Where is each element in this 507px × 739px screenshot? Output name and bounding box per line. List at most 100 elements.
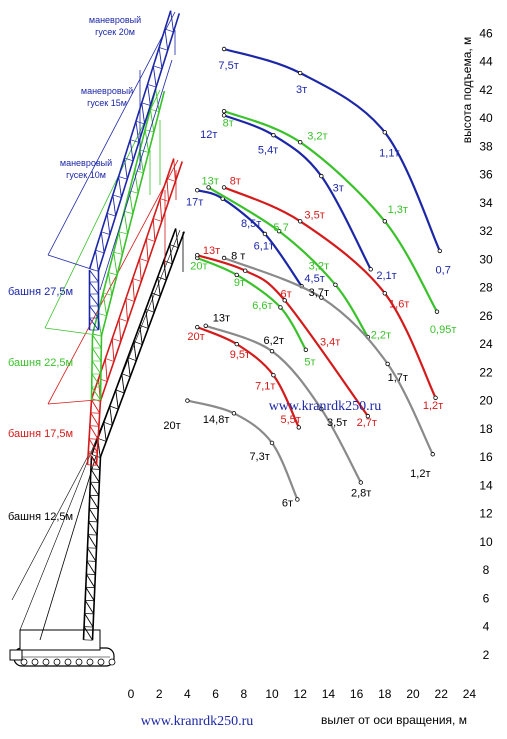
gusek-20-label-1: маневровый (89, 15, 141, 25)
curve-point (319, 295, 324, 300)
x-axis-ticks: 0 2 4 6 8 10 12 14 16 18 20 22 24 (128, 687, 477, 701)
load-label: 1,6т (389, 298, 409, 310)
y-axis-label: высота подъема, м (460, 37, 474, 144)
curve-point (206, 185, 211, 190)
curve-point (231, 411, 237, 416)
load-label: 2,1т (376, 270, 396, 282)
load-curve (205, 324, 362, 484)
curve-point (282, 298, 287, 303)
load-curve (223, 47, 441, 252)
curve-point (269, 440, 275, 446)
x-tick-label: 2 (156, 687, 163, 701)
load-label: 6,6т (252, 300, 272, 312)
x-tick-label: 24 (463, 687, 477, 701)
y-tick-label: 22 (479, 365, 493, 379)
y-tick-label: 26 (479, 309, 493, 323)
watermark-center: www.kranrdk250.ru (269, 399, 382, 414)
watermark-bottom: www.kranrdk250.ru (141, 714, 254, 729)
x-axis-label: вылет от оси вращения, м (321, 713, 467, 727)
load-label: 3,7т (309, 287, 329, 299)
y-tick-label: 36 (479, 168, 493, 182)
curve-point (221, 108, 227, 114)
curve-point (195, 188, 200, 193)
load-label: 6,1т (254, 241, 274, 253)
y-tick-label: 44 (479, 55, 493, 69)
curve-point (221, 255, 227, 261)
y-tick-label: 2 (483, 648, 490, 662)
load-label: 7,1т (255, 380, 275, 392)
load-label: 8 т (231, 250, 245, 262)
load-label: 6т (280, 289, 291, 301)
load-curves (185, 46, 442, 502)
load-curve (196, 256, 307, 351)
curve-point (382, 130, 387, 135)
tower-12-5-label: башня 12,5м (8, 511, 73, 523)
load-curve (196, 326, 300, 428)
y-tick-label: 14 (479, 478, 493, 492)
curve-point (298, 219, 303, 224)
x-tick-label: 4 (184, 687, 191, 701)
x-tick-label: 16 (350, 687, 364, 701)
curve-point (221, 113, 227, 118)
tower-17-5-label: башня 17,5м (8, 428, 73, 440)
load-label: 1,2т (410, 468, 430, 480)
load-label: 20т (163, 420, 180, 432)
load-label: 13т (213, 313, 230, 325)
curve-point (243, 268, 248, 273)
load-label: 12т (200, 129, 217, 141)
curve-point (437, 248, 442, 254)
curve-point (358, 480, 364, 485)
load-label: 1,3т (388, 204, 408, 216)
load-label: 1,2т (423, 400, 443, 412)
load-label: 8т (230, 176, 241, 188)
curve-point (269, 348, 275, 354)
load-label: 8т (223, 118, 234, 130)
load-label: 20т (190, 260, 207, 272)
gusek-15-label-1: маневровый (81, 86, 133, 96)
y-tick-label: 32 (479, 224, 493, 238)
load-label: 7,5т (218, 60, 238, 72)
load-label: 6,2т (264, 335, 284, 347)
load-point-labels: 7,5т 3т 1,1т 0,7 8т 12т 5,4т 3,2т 3т 1,3т 13т 8т 17т… (163, 60, 456, 510)
load-curve (196, 189, 303, 287)
curve-point (234, 272, 239, 278)
tower-27-5-label: башня 27,5м (8, 286, 73, 298)
curve-point (262, 231, 268, 237)
gusek-15-label-2: гусек 15м (87, 98, 127, 108)
load-label: 9т (234, 277, 245, 289)
curve-point (319, 173, 324, 179)
curve-point (385, 361, 390, 367)
y-tick-label: 10 (479, 535, 493, 549)
load-label: 8,5т (241, 218, 261, 230)
curve-point (298, 140, 303, 145)
y-tick-label: 34 (479, 196, 493, 210)
y-tick-label: 6 (483, 591, 490, 605)
load-curve (223, 114, 372, 270)
y-tick-label: 40 (479, 111, 493, 125)
load-label: 5,7 (273, 222, 288, 234)
load-label: 7,3т (249, 451, 269, 463)
y-tick-label: 8 (483, 563, 490, 577)
y-tick-label: 28 (479, 281, 493, 295)
load-label: 3т (296, 84, 307, 96)
load-label: 13т (203, 245, 220, 257)
load-curve (196, 254, 369, 417)
curve-point (221, 46, 227, 52)
curve-point (276, 228, 282, 234)
load-label: 3,2т (307, 130, 327, 142)
curve-point (195, 324, 200, 330)
curve-point (185, 398, 190, 403)
y-tick-label: 42 (479, 83, 493, 97)
y-tick-label: 30 (479, 252, 493, 266)
curve-point (221, 185, 227, 190)
curve-point (195, 252, 200, 258)
load-curve (223, 186, 437, 399)
load-label: 20т (187, 331, 204, 343)
curve-point (203, 323, 208, 328)
crane-illustration (9, 10, 185, 667)
load-label: 0,95т (430, 324, 456, 336)
load-label: 9,5т (230, 349, 250, 361)
curve-point (296, 425, 301, 430)
y-tick-label: 16 (479, 450, 493, 464)
load-label: 0,7 (436, 265, 451, 277)
